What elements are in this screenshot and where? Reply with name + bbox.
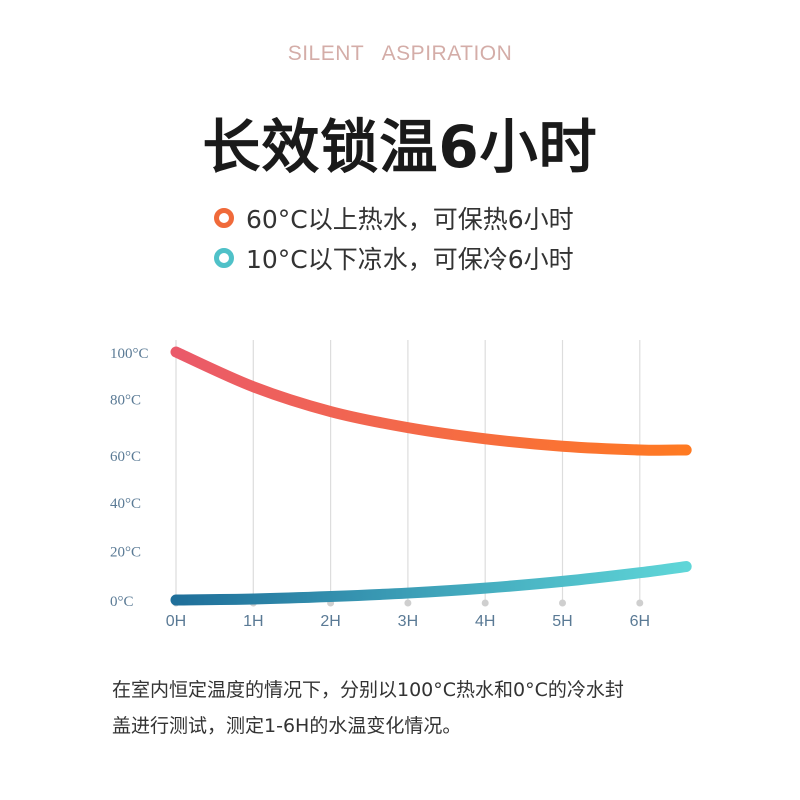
x-tick-dot [636, 599, 644, 607]
x-tick-label: 2H [320, 613, 340, 630]
legend-item-cold: 10°C以下凉水，可保冷6小时 [214, 238, 574, 278]
chart-legend: 60°C以上热水，可保热6小时 10°C以下凉水，可保冷6小时 [214, 198, 574, 278]
x-tick-label: 3H [398, 613, 418, 630]
hot-water-dot-icon [214, 208, 234, 228]
caption-line-2: 盖进行测试，测定1-6H的水温变化情况。 [112, 715, 462, 737]
temperature-line-chart: 100°C 80°C 60°C 40°C 20°C 0°C 0H 1H 2H 3H 4H 5H 6H [110, 340, 692, 630]
y-tick-label: 20°C [110, 544, 141, 560]
legend-label-hot: 60°C以上热水，可保热6小时 [246, 205, 574, 234]
x-axis-ticks: 0H 1H 2H 3H 4H 5H 6H [166, 613, 650, 630]
y-axis-ticks: 100°C 80°C 60°C 40°C 20°C 0°C [110, 346, 149, 610]
y-tick-label: 100°C [110, 346, 149, 362]
y-tick-label: 40°C [110, 496, 141, 512]
cold-water-dot-icon [214, 248, 234, 268]
legend-item-hot: 60°C以上热水，可保热6小时 [214, 198, 574, 238]
x-tick-dot [481, 599, 489, 607]
x-tick-label: 5H [552, 613, 572, 630]
page-title: 长效锁温6小时 [202, 113, 598, 181]
cold-series-line [170, 561, 692, 606]
x-tick-label: 1H [243, 613, 263, 630]
hot-series-line [170, 346, 692, 456]
x-tick-label: 6H [630, 613, 650, 630]
legend-label-cold: 10°C以下凉水，可保冷6小时 [246, 245, 574, 274]
x-tick-label: 4H [475, 613, 495, 630]
test-description: 在室内恒定温度的情况下，分别以100°C热水和0°C的冷水封 盖进行测试，测定1… [112, 672, 702, 744]
brand-tagline: SILENT ASPIRATION [287, 42, 513, 65]
x-tick-dot [559, 599, 566, 607]
y-tick-label: 80°C [110, 393, 141, 409]
x-tick-dot [404, 599, 412, 607]
caption-line-1: 在室内恒定温度的情况下，分别以100°C热水和0°C的冷水封 [112, 679, 624, 701]
y-tick-label: 0°C [110, 594, 134, 610]
grid-lines [172, 340, 644, 607]
x-tick-label: 0H [166, 613, 186, 630]
y-tick-label: 60°C [110, 449, 141, 465]
series-lines [170, 346, 692, 606]
